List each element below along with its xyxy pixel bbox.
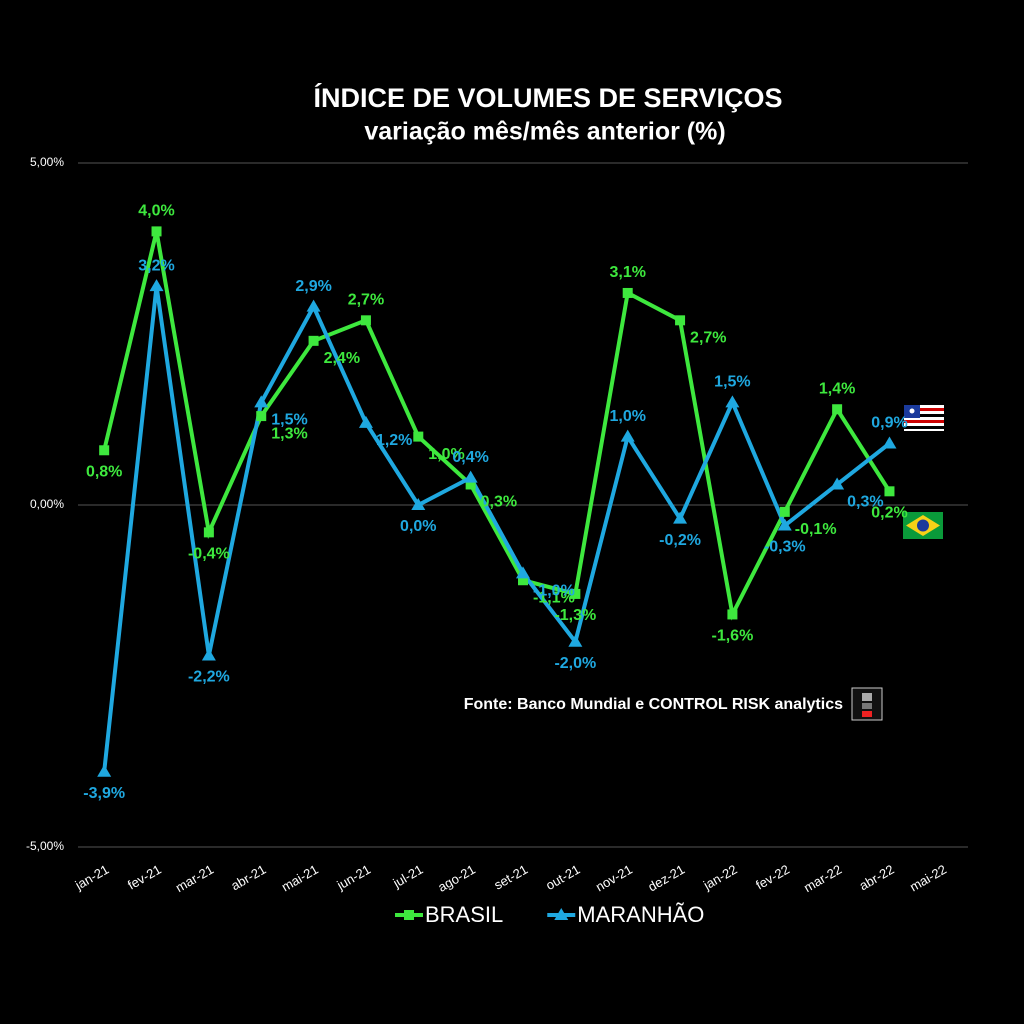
series-line xyxy=(102,230,892,621)
data-point xyxy=(518,575,528,586)
data-label: 1,0% xyxy=(428,446,464,463)
legend-marker xyxy=(554,908,569,920)
data-point xyxy=(882,436,897,449)
data-point xyxy=(832,404,843,415)
data-point xyxy=(151,226,162,237)
data-point xyxy=(516,566,530,579)
series-line xyxy=(102,285,891,772)
y-tick-label: -5,00% xyxy=(26,839,64,853)
data-label: -0,4% xyxy=(188,546,230,563)
legend-label: MARANHÃO xyxy=(577,902,704,927)
data-point xyxy=(568,634,583,647)
data-label: 4,0% xyxy=(138,203,174,220)
data-label: -2,0% xyxy=(554,655,596,672)
data-point xyxy=(413,431,424,442)
data-point xyxy=(463,470,478,483)
chart-subtitle: variação mês/mês anterior (%) xyxy=(364,118,725,146)
data-label: 0,3% xyxy=(847,494,883,511)
data-point xyxy=(725,395,740,408)
data-label: 0,2% xyxy=(871,505,907,522)
data-point xyxy=(201,648,216,661)
data-label: -0,2% xyxy=(659,532,701,549)
y-tick-label: 5,00% xyxy=(30,155,64,169)
data-label: 2,7% xyxy=(690,330,726,347)
data-point xyxy=(777,518,792,531)
data-point xyxy=(358,415,373,428)
data-point xyxy=(622,287,633,298)
data-label: 3,2% xyxy=(138,257,174,274)
data-point xyxy=(465,479,476,490)
data-label: -2,2% xyxy=(188,669,230,686)
data-label: -0,1% xyxy=(795,521,837,538)
data-point xyxy=(779,506,790,517)
data-label: 3,1% xyxy=(609,264,645,281)
legend-marker xyxy=(404,910,414,920)
data-label: -1,3% xyxy=(554,607,596,624)
data-point xyxy=(673,511,688,524)
data-point xyxy=(149,279,164,292)
data-label: 2,7% xyxy=(348,292,384,309)
data-label: 1,3% xyxy=(271,425,307,442)
data-point xyxy=(570,588,581,599)
data-label: 2,9% xyxy=(295,278,331,295)
data-label: 1,5% xyxy=(271,412,307,429)
data-label: 2,4% xyxy=(324,350,360,367)
source-note: Fonte: Banco Mundial e CONTROL RISK anal… xyxy=(464,696,843,713)
data-label: 0,9% xyxy=(871,415,907,432)
data-label: 1,5% xyxy=(714,374,750,391)
data-point xyxy=(97,764,112,777)
data-label: 0,3% xyxy=(481,494,517,511)
data-point xyxy=(830,477,845,490)
data-label: -0,3% xyxy=(764,539,806,556)
data-point xyxy=(727,609,738,620)
data-label: 1,2% xyxy=(376,432,412,449)
data-point xyxy=(99,445,110,456)
data-label: 0,4% xyxy=(452,449,488,466)
data-label: -1,6% xyxy=(712,628,754,645)
legend-label: BRASIL xyxy=(425,902,503,927)
data-point xyxy=(360,315,371,326)
chart-title: ÍNDICE DE VOLUMES DE SERVIÇOS xyxy=(313,82,782,113)
data-point xyxy=(256,411,267,422)
flag-maranhao xyxy=(904,405,944,431)
data-label: 1,0% xyxy=(609,408,645,425)
logo-icon xyxy=(851,687,883,721)
data-label: 0,0% xyxy=(400,518,436,535)
data-point xyxy=(675,315,686,326)
y-tick-label: 0,00% xyxy=(30,497,64,511)
data-label: -1,1% xyxy=(533,589,575,606)
data-label: 1,4% xyxy=(819,380,855,397)
data-label: -3,9% xyxy=(83,785,125,802)
data-point xyxy=(620,429,635,442)
flag-brasil xyxy=(903,512,943,539)
data-point xyxy=(411,498,426,510)
data-label: 0,8% xyxy=(86,463,122,480)
data-point xyxy=(306,299,321,312)
data-label: -1,0% xyxy=(533,583,575,600)
data-point xyxy=(884,486,895,497)
data-point xyxy=(308,335,319,346)
data-point xyxy=(254,395,269,408)
data-point xyxy=(203,527,214,538)
